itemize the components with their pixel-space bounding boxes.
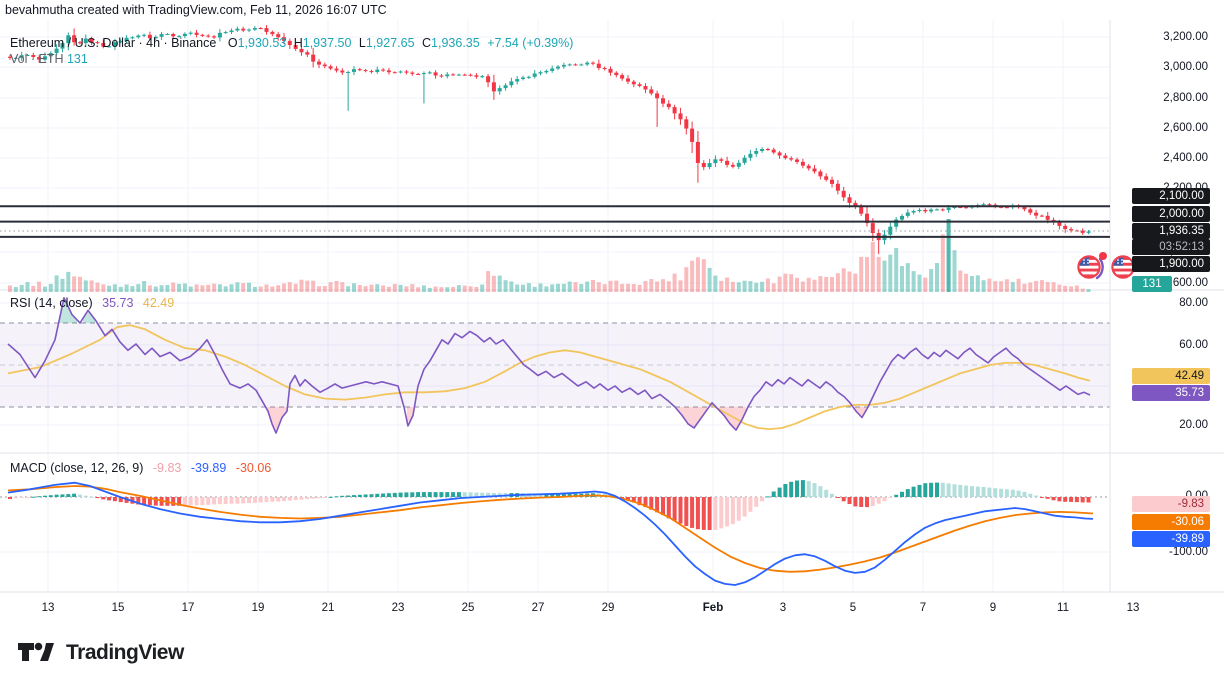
- price-axis-label[interactable]: 2,600.00: [1163, 122, 1208, 134]
- rsi-value: 35.73: [102, 296, 134, 310]
- time-axis-label[interactable]: 21: [321, 602, 335, 614]
- tradingview-footer: TradingView: [18, 641, 184, 665]
- time-axis-label[interactable]: 23: [391, 602, 405, 614]
- rsi-axis-label[interactable]: 80.00: [1179, 297, 1208, 309]
- price-axis-label[interactable]: 2,800.00: [1163, 92, 1208, 104]
- time-axis-label[interactable]: 13: [41, 602, 55, 614]
- time-axis-label[interactable]: 17: [181, 602, 195, 614]
- macd-line-value: -39.89: [190, 461, 227, 475]
- rsi-title[interactable]: RSI (14, close): [10, 296, 93, 310]
- symbol-header: Ethereum / U.S. Dollar · 4h · Binance O1…: [10, 36, 573, 50]
- volume-badge: 131: [1132, 276, 1172, 292]
- time-axis-label[interactable]: 11: [1057, 602, 1069, 614]
- price-badge: 2,100.00: [1132, 188, 1210, 204]
- time-axis-label[interactable]: 7: [919, 602, 927, 614]
- rsi-legend: RSI (14, close) 35.73 42.49: [10, 296, 174, 310]
- rsi-badge: 42.49: [1132, 368, 1210, 384]
- price-badge: 03:52:13: [1132, 239, 1210, 255]
- volume-legend: Vol · ETH 131: [10, 52, 88, 66]
- close-value: 1,936.35: [431, 36, 480, 50]
- tradingview-wordmark[interactable]: TradingView: [66, 641, 184, 664]
- low-value: 1,927.65: [365, 36, 415, 50]
- close-label: C: [422, 36, 432, 50]
- macd-signal-value: -30.06: [235, 461, 272, 475]
- tradingview-logo-icon[interactable]: [18, 642, 58, 664]
- change-value: +7.54 (+0.39%): [487, 36, 574, 50]
- price-badge: 2,000.00: [1132, 206, 1210, 222]
- time-axis-label[interactable]: 19: [251, 602, 265, 614]
- macd-badge: -9.83: [1132, 496, 1210, 512]
- time-axis-label[interactable]: 29: [601, 602, 615, 614]
- high-value: 1,937.50: [302, 36, 352, 50]
- price-axis-label[interactable]: 3,000.00: [1163, 61, 1208, 73]
- time-axis-label[interactable]: 9: [989, 602, 997, 614]
- time-axis-label[interactable]: 13: [1126, 602, 1140, 614]
- rsi-axis-label[interactable]: 20.00: [1179, 419, 1208, 431]
- macd-hist-value: -9.83: [152, 461, 182, 475]
- low-label: L: [358, 36, 366, 50]
- time-axis-label[interactable]: Feb: [702, 602, 724, 614]
- symbol-title[interactable]: Ethereum / U.S. Dollar · 4h · Binance: [10, 36, 217, 50]
- us-flag-event-icon[interactable]: [1111, 255, 1135, 279]
- time-axis-label[interactable]: 27: [531, 602, 545, 614]
- chart-canvas[interactable]: [0, 0, 1224, 628]
- macd-badge: -30.06: [1132, 514, 1210, 530]
- open-label: O: [227, 36, 238, 50]
- open-value: 1,930.53: [237, 36, 287, 50]
- price-axis-label[interactable]: 2,400.00: [1163, 152, 1208, 164]
- macd-badge: -39.89: [1132, 531, 1210, 547]
- rsi-axis-label[interactable]: 60.00: [1179, 339, 1208, 351]
- time-axis-label[interactable]: 15: [111, 602, 125, 614]
- high-label: H: [293, 36, 303, 50]
- time-axis-label[interactable]: 5: [849, 602, 857, 614]
- rsi-ma-value: 42.49: [142, 296, 175, 310]
- macd-title[interactable]: MACD (close, 12, 26, 9): [10, 461, 144, 475]
- rsi-badge: 35.73: [1132, 385, 1210, 401]
- volume-label[interactable]: Vol · ETH: [10, 52, 64, 66]
- price-axis-label[interactable]: 1,600.00: [1163, 277, 1208, 289]
- volume-value: 131: [66, 52, 88, 66]
- price-badge: 1,900.00: [1132, 256, 1210, 272]
- us-flag-event-icon[interactable]: [1077, 255, 1101, 279]
- price-axis-label[interactable]: 3,200.00: [1163, 31, 1208, 43]
- macd-axis-label[interactable]: -100.00: [1168, 546, 1208, 558]
- attribution-text: bevahmutha created with TradingView.com,…: [5, 3, 387, 17]
- price-badge: 1,936.35: [1132, 223, 1210, 239]
- time-axis-label[interactable]: 25: [461, 602, 475, 614]
- time-axis-label[interactable]: 3: [779, 602, 787, 614]
- macd-legend: MACD (close, 12, 26, 9) -9.83 -39.89 -30…: [10, 461, 271, 475]
